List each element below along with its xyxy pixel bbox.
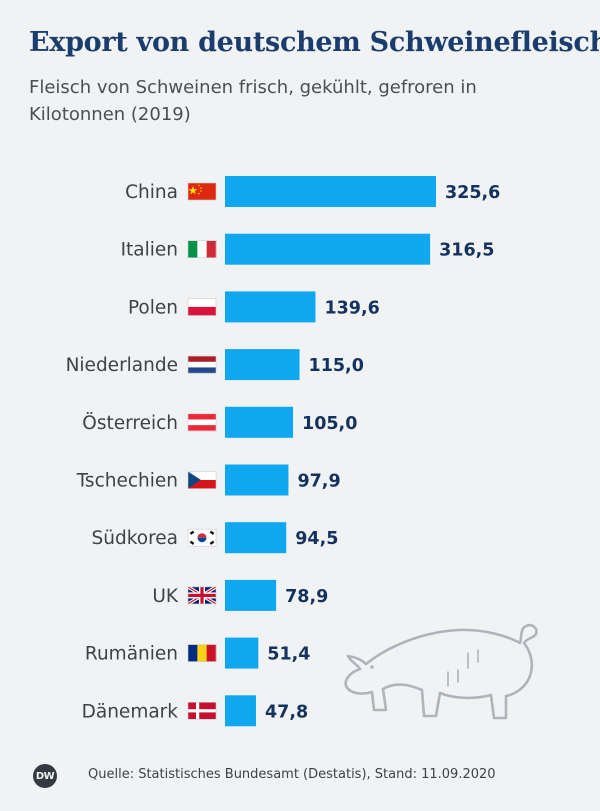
bar: [225, 464, 289, 496]
chart-subtitle: Fleisch von Schweinen frisch, gekühlt, g…: [29, 77, 477, 125]
bar-row: China 325,6: [125, 176, 500, 207]
category-label: Polen: [128, 297, 178, 318]
category-label: Österreich: [82, 412, 178, 434]
bar: [225, 695, 256, 727]
source-note: Quelle: Statistisches Bundesamt (Destati…: [88, 767, 496, 782]
flag-poland-icon: [187, 298, 217, 316]
bar: [225, 637, 259, 669]
value-label: 47,8: [265, 702, 308, 722]
category-label: Tschechien: [76, 471, 178, 492]
footer: DW Quelle: Statistisches Bundesamt (Dest…: [0, 752, 600, 802]
value-label: 316,5: [439, 241, 494, 261]
dw-logo: DW: [33, 764, 57, 788]
flag-uk-icon: [187, 585, 217, 606]
value-label: 105,0: [302, 414, 357, 434]
flag-china-icon: [187, 182, 217, 201]
bar-row: Dänemark 47,8: [82, 695, 308, 727]
flag-denmark-icon: [187, 701, 217, 720]
bar-row: Niederlande 115,0: [66, 349, 364, 381]
value-label: 78,9: [285, 587, 328, 607]
bar: [225, 579, 277, 611]
bar: [225, 349, 300, 381]
bar-row: Österreich 105,0: [82, 406, 357, 438]
bar-row: Rumänien 51,4: [85, 637, 310, 669]
value-label: 139,6: [324, 298, 379, 318]
flag-czechia-icon: [187, 471, 217, 489]
bar: [225, 291, 316, 323]
bar: [225, 406, 294, 438]
value-label: 97,9: [297, 472, 340, 492]
pig-outline-icon: [344, 623, 538, 720]
bar: [225, 233, 431, 265]
flag-romania-icon: [187, 644, 217, 662]
value-label: 94,5: [295, 529, 338, 549]
bar: [225, 176, 436, 207]
category-label: Dänemark: [82, 701, 179, 722]
category-label: Rumänien: [85, 644, 178, 665]
category-label: Niederlande: [66, 355, 178, 376]
value-label: 51,4: [267, 645, 310, 665]
bar-row: Tschechien 97,9: [76, 464, 341, 496]
bar-row: Polen 139,6: [128, 291, 380, 323]
category-label: UK: [152, 586, 179, 607]
chart-title: Export von deutschem Schweinefleisch: [29, 27, 600, 58]
flag-netherlands-icon: [187, 355, 217, 374]
category-label: China: [125, 182, 178, 203]
bar: [225, 522, 287, 554]
flag-italy-icon: [187, 240, 217, 258]
category-label: Südkorea: [91, 528, 178, 549]
bar-row: UK 78,9: [152, 579, 328, 611]
value-label: 325,6: [445, 183, 500, 203]
category-label: Italien: [121, 240, 178, 261]
bar-chart: China 325,6 Italien 316,5 Polen 139,6 Niederla…: [66, 176, 538, 727]
value-label: 115,0: [309, 356, 364, 376]
flag-austria-icon: [187, 413, 217, 432]
bar-row: Italien 316,5: [121, 233, 494, 265]
bar-row: Südkorea 94,5: [91, 522, 338, 554]
flag-south-korea-icon: [187, 528, 217, 547]
